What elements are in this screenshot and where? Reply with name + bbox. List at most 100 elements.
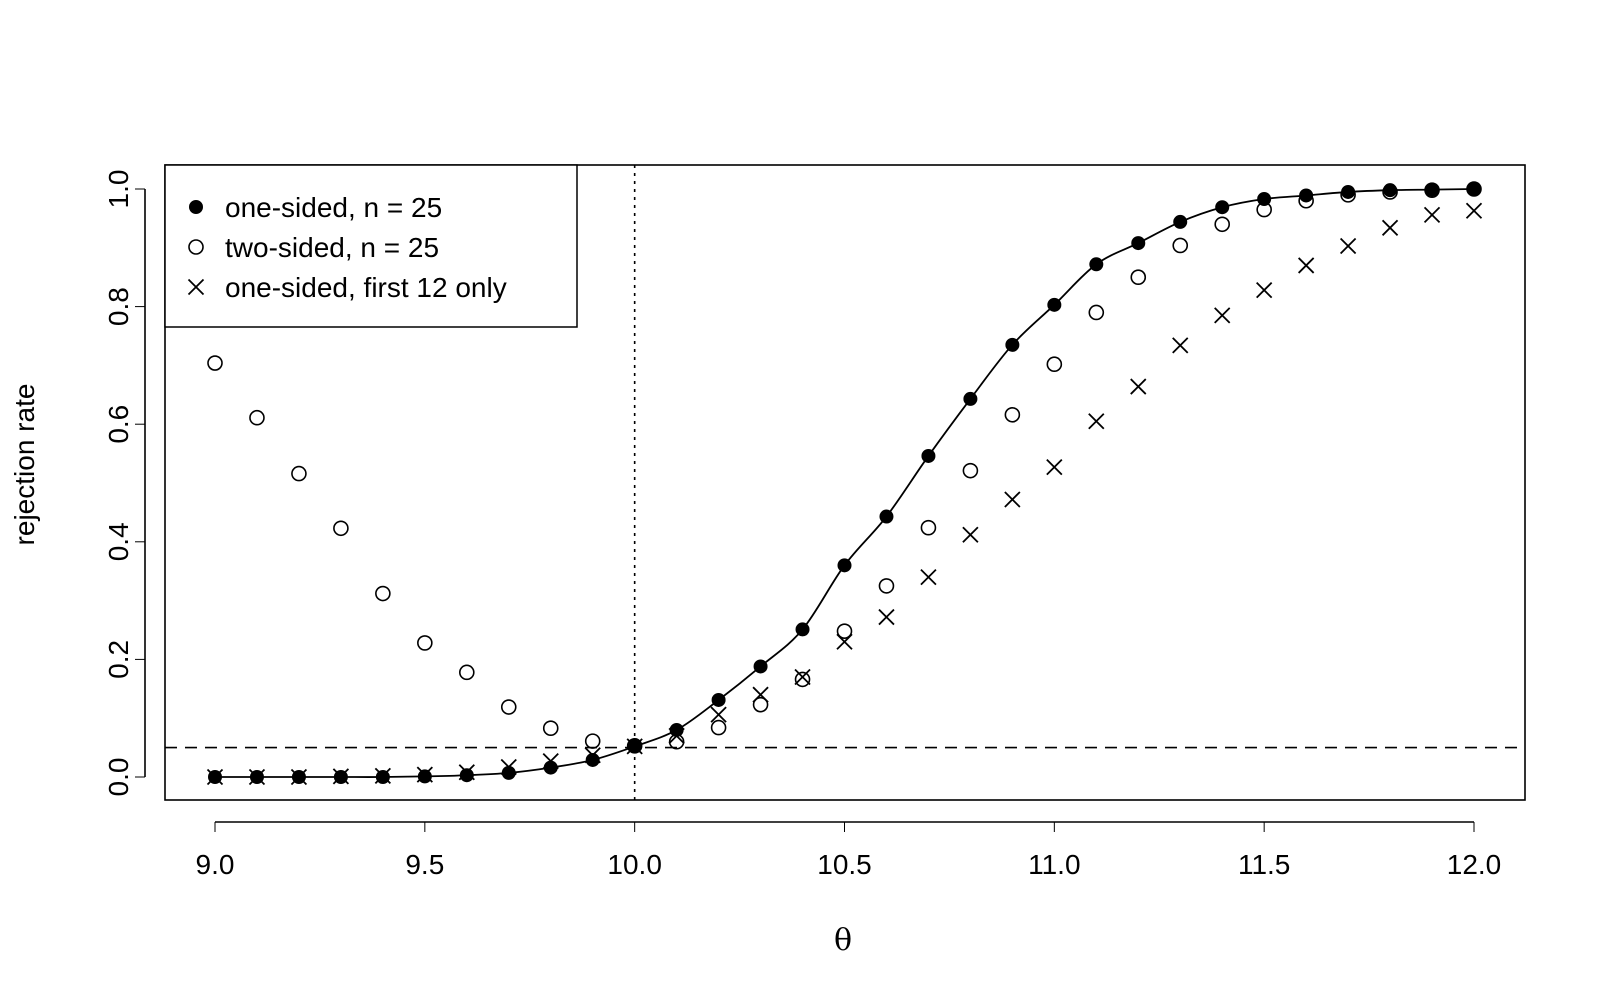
data-point [1425, 182, 1440, 197]
data-point [1257, 191, 1272, 206]
legend: one-sided, n = 25 two-sided, n = 25 one-si… [164, 164, 578, 328]
data-point [1299, 188, 1314, 203]
legend-marker-2 [188, 239, 204, 255]
data-point [963, 391, 978, 406]
y-tick-label: 0.6 [103, 405, 134, 444]
legend-label-3: one-sided, first 12 only [225, 272, 507, 303]
data-point [794, 668, 811, 686]
y-tick-label: 0.2 [103, 640, 134, 679]
data-point [333, 520, 349, 537]
data-point [920, 568, 937, 586]
y-tick-label: 0.0 [103, 758, 134, 797]
data-point [752, 696, 769, 713]
legend-label-1: one-sided, n = 25 [225, 192, 442, 223]
x-tick-label: 10.5 [817, 849, 872, 880]
data-point [1341, 184, 1356, 199]
x-tick-label: 9.0 [196, 849, 235, 880]
data-point [1214, 307, 1231, 324]
x-tick-label: 10.0 [607, 849, 662, 880]
data-point [920, 519, 937, 536]
data-point [585, 752, 600, 767]
data-point [375, 585, 391, 602]
data-point [795, 622, 810, 637]
data-point [500, 699, 517, 715]
legend-label-2: two-sided, n = 25 [225, 232, 439, 263]
data-point [1215, 200, 1230, 215]
data-point [501, 765, 516, 780]
data-point [1130, 378, 1147, 395]
reference-lines [165, 165, 1525, 800]
data-point [794, 671, 811, 688]
data-point [333, 770, 348, 784]
data-point [1005, 337, 1020, 352]
data-point [1046, 356, 1063, 373]
data-point [291, 770, 306, 784]
data-point [1214, 216, 1230, 233]
points-layer [206, 181, 1483, 786]
y-axis-label: rejection rate [9, 384, 40, 546]
x-axis-label: θ [834, 923, 852, 958]
data-point [962, 526, 979, 543]
x-tick-label: 11.5 [1238, 849, 1290, 880]
data-point [584, 733, 601, 749]
axes-layer: 9.0 9.5 10.0 10.5 11.0 11.5 12.0 0.0 0.2 0.4 0.6 0.… [103, 164, 1526, 880]
data-point [1004, 406, 1021, 423]
data-point [291, 465, 307, 482]
data-point [542, 720, 559, 736]
data-point [753, 659, 768, 674]
data-point [1004, 491, 1021, 508]
data-point [1297, 257, 1315, 274]
series-2 [207, 181, 1482, 754]
data-point [208, 770, 222, 784]
data-point [710, 706, 727, 723]
data-point [1381, 219, 1399, 236]
data-point [836, 623, 853, 639]
y-tick-label: 0.8 [103, 287, 134, 326]
legend-box [164, 164, 578, 328]
data-point [1383, 183, 1398, 198]
data-point [1256, 281, 1273, 299]
legend-marker-3 [187, 278, 205, 296]
legend-marker-1 [189, 200, 203, 214]
data-point [878, 608, 895, 626]
data-point [1173, 214, 1188, 229]
data-point [1047, 297, 1062, 312]
data-point [669, 722, 684, 737]
data-point [543, 760, 558, 775]
data-point [1089, 257, 1104, 272]
data-point [417, 769, 432, 784]
data-point [962, 462, 979, 479]
data-point [1172, 337, 1189, 354]
data-point [459, 768, 474, 783]
data-point [1465, 202, 1483, 219]
data-point [249, 409, 265, 426]
data-point [1046, 458, 1063, 476]
data-point [1131, 236, 1146, 251]
data-point [207, 355, 223, 371]
data-point [837, 558, 852, 573]
x-tick-label: 12.0 [1447, 849, 1502, 880]
data-point [627, 739, 642, 754]
data-point [458, 664, 475, 681]
data-point [711, 692, 726, 707]
data-point [1467, 182, 1481, 196]
x-tick-label: 9.5 [405, 849, 444, 880]
data-point [249, 770, 264, 784]
data-point [1088, 413, 1105, 430]
data-point [375, 770, 390, 784]
data-point [417, 635, 433, 651]
data-point [1130, 269, 1147, 286]
data-point [1172, 237, 1189, 254]
data-point [879, 509, 894, 524]
y-tick-label: 0.4 [103, 522, 134, 561]
data-point [921, 448, 936, 463]
data-point [1339, 237, 1357, 255]
series-1 [208, 182, 1481, 784]
data-point [1423, 206, 1441, 224]
x-tick-label: 11.0 [1028, 849, 1080, 880]
y-tick-label: 1.0 [103, 170, 134, 209]
plot-frame [164, 164, 1526, 801]
data-point [710, 719, 727, 736]
data-point [878, 578, 895, 594]
